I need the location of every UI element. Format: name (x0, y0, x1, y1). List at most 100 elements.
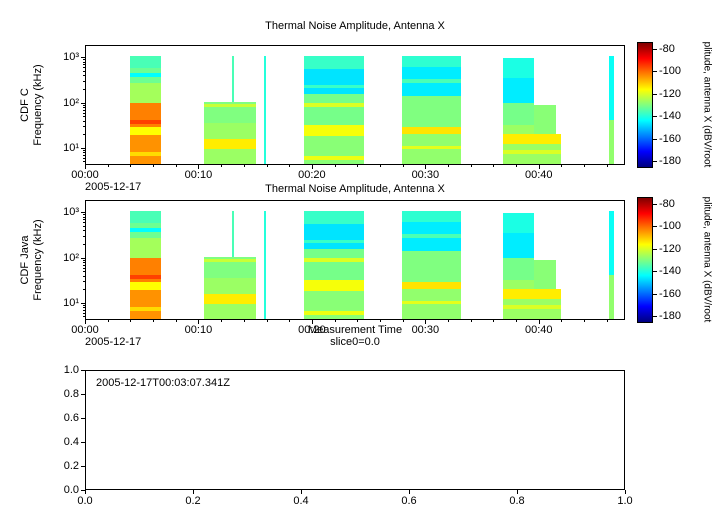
y-minor-tick (83, 75, 85, 77)
x-tick-label: 00:40 (525, 169, 553, 181)
panel1-spectrogram[interactable] (85, 45, 625, 165)
y-minor-tick (83, 289, 85, 291)
spectrogram-cell (609, 210, 615, 276)
spectrogram-cell (503, 58, 534, 79)
spectrogram-cell (402, 145, 462, 150)
spectrogram-cell (130, 127, 161, 135)
panel2-ylabel: CDF Java Frequency (kHz) (19, 219, 44, 301)
x-minor-tick (493, 165, 495, 167)
spectrogram-cell (402, 55, 462, 67)
colorbar-tick (653, 48, 657, 50)
panel2-colorbar[interactable] (637, 197, 653, 323)
y-minor-tick (83, 275, 85, 277)
x-minor-tick (266, 165, 268, 167)
spectrogram-cell (402, 210, 462, 222)
panel1-colorbar[interactable] (637, 42, 653, 168)
colorbar-tick-label: -100 (659, 220, 682, 233)
spectrogram-cell (263, 55, 266, 164)
colorbar-tick (653, 93, 657, 95)
panel2-spectrogram[interactable] (85, 200, 625, 320)
y-tick (81, 394, 85, 395)
spectrogram-cell (304, 124, 365, 136)
x-minor-tick (470, 320, 472, 322)
x-minor-tick (130, 165, 132, 167)
y-tick-label: 0.6 (63, 412, 79, 424)
panel3-plot[interactable]: 2005-12-17T00:03:07.341Z (85, 370, 625, 490)
x-tick-label: 0.0 (77, 495, 93, 507)
y-tick (81, 490, 85, 491)
x-minor-tick (606, 165, 608, 167)
spectrogram-cell (503, 298, 561, 319)
x-tick (85, 165, 86, 169)
x-minor-tick (470, 165, 472, 167)
colorbar-tick-label: -80 (659, 42, 675, 55)
y-minor-tick (83, 259, 85, 261)
x-tick-label: 1.0 (617, 495, 633, 507)
spectrogram-cell (609, 120, 615, 164)
x-tick-label: 00:30 (411, 324, 440, 336)
x-minor-tick (289, 165, 291, 167)
spectrogram-cell (304, 103, 365, 107)
colorbar-tick (653, 226, 657, 228)
colorbar-tick-label: -80 (659, 197, 675, 210)
panel1-title: Thermal Noise Amplitude, Antenna X (265, 20, 445, 32)
spectrogram-cell (503, 78, 534, 103)
x-tick (311, 320, 313, 324)
x-minor-tick (334, 165, 336, 167)
colorbar-tick (653, 71, 657, 73)
x-minor-tick (175, 320, 177, 322)
x-tick-label: 0.8 (509, 495, 525, 507)
x-minor-tick (493, 320, 495, 322)
x-tick-label: 00:30 (411, 169, 440, 181)
x-tick (198, 320, 200, 324)
x-minor-tick (153, 320, 155, 322)
colorbar-tick (653, 316, 657, 318)
x-minor-tick (402, 320, 404, 322)
colorbar-tick-label: -160 (659, 132, 682, 145)
y-tick (81, 57, 85, 59)
spectrogram-cell (503, 143, 561, 164)
colorbar-tick (653, 116, 657, 118)
spectrogram-cell (203, 149, 256, 164)
y-tick-label: 10³ (63, 51, 79, 64)
panel2-title: Thermal Noise Amplitude, Antenna X (265, 183, 445, 195)
spectrogram-cell (130, 307, 161, 311)
x-tick-label: 00:40 (525, 324, 553, 336)
x-tick-label: 00:00 (71, 324, 99, 336)
x-tick (85, 490, 86, 494)
x-minor-tick (448, 320, 450, 322)
x-tick-label: 00:00 (71, 169, 99, 181)
y-tick (81, 370, 85, 371)
y-minor-tick (83, 243, 85, 245)
y-tick (81, 418, 85, 419)
x-tick (198, 165, 200, 169)
colorbar-tick-label: -140 (659, 110, 682, 123)
spectrogram-cell (203, 277, 256, 295)
y-tick-label: 0.2 (63, 460, 79, 472)
panel2-date-label: 2005-12-17 (85, 336, 142, 348)
spectrogram-cell (304, 239, 365, 243)
spectrogram-cell (402, 79, 462, 83)
x-minor-tick (243, 165, 245, 167)
colorbar-tick-label: -100 (659, 65, 682, 78)
y-tick (81, 147, 85, 149)
x-tick (193, 490, 194, 494)
spectrogram-cell (609, 55, 615, 121)
spectrogram-cell (304, 69, 365, 94)
spectrogram-cell (533, 259, 557, 289)
x-minor-tick (334, 320, 336, 322)
x-tick (625, 490, 626, 494)
x-minor-tick (221, 320, 223, 322)
y-minor-tick (83, 230, 85, 232)
x-tick (538, 165, 540, 169)
panel2-colorbar-label: plitude, antenna X (dBV/root (701, 196, 713, 323)
x-tick (538, 320, 540, 324)
spectrogram-cell (609, 275, 615, 319)
panel1-ylabel: CDF C Frequency (kHz) (19, 64, 44, 146)
x-tick (409, 490, 410, 494)
x-tick (425, 320, 427, 324)
y-minor-tick (83, 312, 85, 314)
spectrogram-cell (130, 282, 161, 290)
x-minor-tick (221, 165, 223, 167)
spectrogram-cell (130, 55, 161, 68)
